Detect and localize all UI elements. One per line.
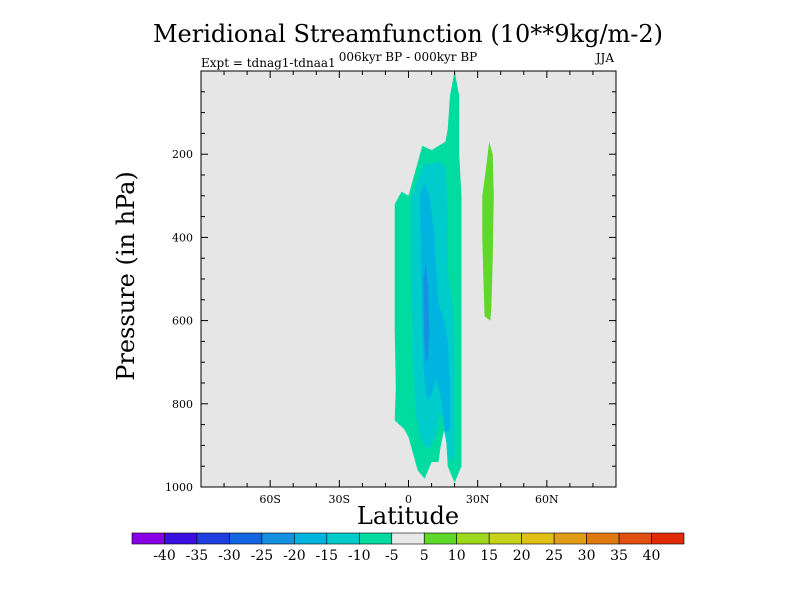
colorbar-label: 10 — [448, 548, 466, 564]
colorbar-label: -30 — [218, 548, 241, 564]
chart-subtitle: 006kyr BP - 000kyr BP — [339, 50, 477, 64]
colorbar-swatch — [521, 532, 555, 545]
colorbar-swatch — [651, 532, 685, 545]
y-tick-label: 400 — [172, 231, 193, 244]
colorbar-label: 15 — [480, 548, 498, 564]
colorbar-swatch — [196, 532, 230, 545]
colorbar-swatch — [391, 532, 425, 545]
season-label: JJA — [594, 51, 615, 65]
colorbar-swatch — [586, 532, 620, 545]
chart-title: Meridional Streamfunction (10**9kg/m-2) — [153, 20, 663, 48]
colorbar-label: -40 — [153, 548, 176, 564]
y-axis-label: Pressure (in hPa) — [112, 171, 140, 381]
experiment-label: Expt = tdnag1-tdnaa1 — [201, 56, 336, 70]
colorbar-label: 30 — [578, 548, 596, 564]
colorbar-label: -25 — [251, 548, 274, 564]
x-axis-label: Latitude — [357, 502, 459, 530]
colorbar-swatch — [553, 532, 587, 545]
colorbar-swatch — [294, 532, 328, 545]
colorbar-label: 20 — [513, 548, 531, 564]
y-tick-label: 1000 — [165, 481, 193, 494]
contour-regions — [394, 71, 494, 483]
colorbar-swatch — [229, 532, 263, 545]
contour-region-negative-cell-core — [423, 262, 430, 363]
colorbar-swatch — [423, 532, 458, 545]
colorbar-label: 35 — [610, 548, 628, 564]
colorbar-swatch — [358, 532, 393, 545]
colorbar-swatch — [326, 532, 360, 545]
colorbar-label: -10 — [348, 548, 371, 564]
colorbar-label: -5 — [385, 548, 399, 564]
colorbar-swatch — [456, 532, 490, 545]
colorbar-label: -20 — [283, 548, 306, 564]
colorbar-swatch — [261, 532, 295, 545]
x-tick-label: 30N — [466, 493, 490, 506]
colorbar-swatch — [164, 532, 198, 545]
y-tick-label: 200 — [172, 148, 193, 161]
x-tick-label: 60N — [535, 493, 559, 506]
colorbar-swatch — [131, 532, 165, 545]
contour-region-negative-cell-inner — [420, 183, 450, 433]
x-tick-label: 60S — [259, 493, 281, 506]
colorbar-label: -35 — [186, 548, 209, 564]
colorbar-swatch — [618, 532, 652, 545]
x-tick-label: 30S — [329, 493, 351, 506]
colorbar-label: 5 — [420, 548, 429, 564]
contour-region-positive-cell — [482, 141, 494, 321]
y-tick-label: 800 — [172, 398, 193, 411]
colorbar-label: 40 — [643, 548, 661, 564]
colorbar-swatch — [488, 532, 522, 545]
y-tick-label: 600 — [172, 315, 193, 328]
colorbar-label: 25 — [545, 548, 563, 564]
y-axis: 200 400 600 800 1000 — [165, 91, 616, 494]
x-tick-label: 0 — [405, 493, 412, 506]
x-axis: 60S 30S 0 30N 60N — [200, 71, 617, 506]
colorbar: -40 -35 -30 -25 -20 -15 -10 -5 5 10 15 20 25 30 35 40 — [131, 532, 685, 564]
colorbar-label: -15 — [316, 548, 339, 564]
